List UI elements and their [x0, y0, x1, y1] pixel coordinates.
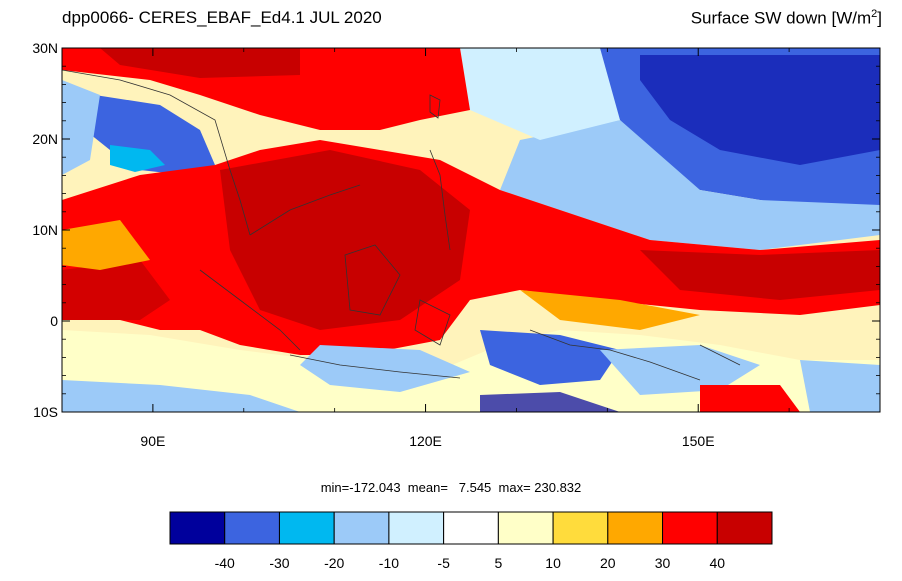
colorbar-label: -5	[437, 555, 450, 571]
lat-tick-label: 20N	[32, 131, 58, 147]
colorbar-swatch	[607, 511, 664, 545]
colorbar-label: 5	[494, 555, 502, 571]
colorbar-swatch	[169, 511, 226, 545]
lat-tick-label: 10N	[32, 222, 58, 238]
colorbar: -40 -30 -20 -10 -5 5 10 20 30 40	[169, 511, 773, 571]
stats-summary: min=-172.043 mean= 7.545 max= 230.832	[320, 480, 582, 495]
colorbar-swatch	[552, 511, 609, 545]
colorbar-label: 30	[655, 555, 671, 571]
lat-tick-label: 0	[50, 313, 58, 329]
lon-tick-label: 150E	[682, 433, 715, 449]
colorbar-label: -30	[269, 555, 289, 571]
lon-tick-label: 120E	[409, 433, 442, 449]
colorbar-swatch	[443, 511, 499, 545]
colorbar-swatch	[388, 511, 445, 545]
colorbar-label: 10	[545, 555, 561, 571]
colorbar-label: 40	[709, 555, 725, 571]
lat-tick-label: 10S	[33, 404, 58, 420]
colorbar-swatch	[716, 511, 773, 545]
lon-axis: 90E 120E 150E	[61, 48, 881, 449]
variable-title: Surface SW down [W/m2]	[690, 8, 882, 28]
colorbar-swatch	[333, 511, 390, 545]
colorbar-swatch	[278, 511, 335, 545]
lon-tick-label: 90E	[140, 433, 165, 449]
lat-axis: 30N 20N 10N 0 10S	[32, 40, 880, 420]
colorbar-swatch	[497, 511, 554, 545]
coastlines	[62, 69, 741, 381]
map-field	[62, 48, 880, 412]
plot-title: dpp0066- CERES_EBAF_Ed4.1 JUL 2020	[62, 8, 382, 27]
colorbar-swatch	[224, 511, 280, 545]
colorbar-label: -10	[379, 555, 399, 571]
colorbar-swatch	[662, 511, 718, 545]
lat-tick-label: 30N	[32, 40, 58, 56]
colorbar-label: -20	[324, 555, 344, 571]
colorbar-label: 20	[600, 555, 616, 571]
colorbar-label: -40	[215, 555, 235, 571]
